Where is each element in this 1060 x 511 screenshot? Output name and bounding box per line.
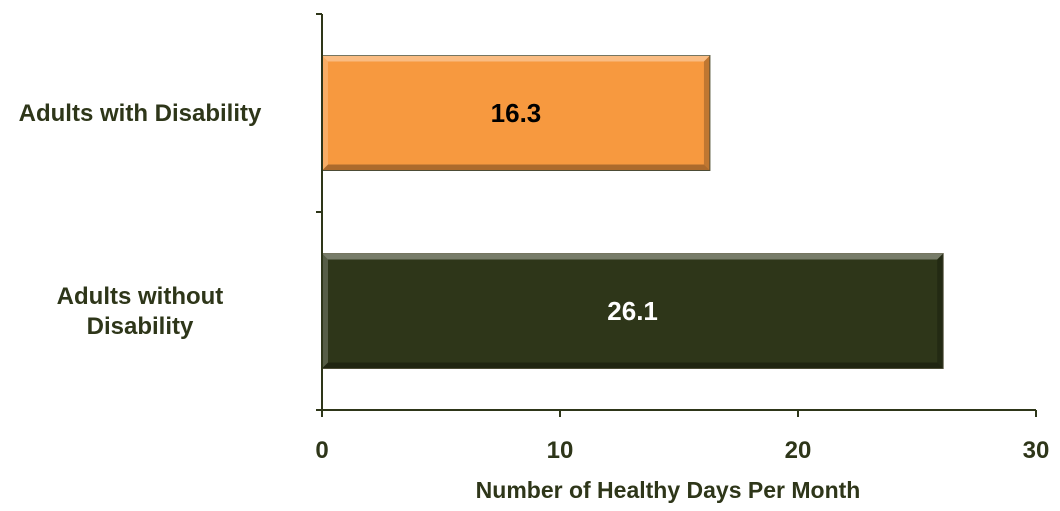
x-tick-label: 30 (1023, 437, 1050, 464)
x-tick-label: 0 (315, 437, 328, 464)
axes: 0 10 20 30 (315, 13, 1050, 464)
bar-bevel-right (937, 253, 944, 369)
bar-bevel-bottom (322, 164, 710, 171)
category-label: Adults without Disability (57, 283, 224, 340)
bar-group (321, 55, 711, 171)
x-axis-title: Number of Healthy Days Per Month (476, 477, 861, 503)
data-label: 16.3 (491, 98, 542, 128)
bar-bevel-top (322, 55, 710, 62)
bars-layer (321, 55, 944, 369)
bar (321, 55, 711, 171)
category-label: Adults with Disability (19, 100, 262, 127)
x-tick-label: 10 (547, 437, 574, 464)
x-tick-label: 20 (785, 437, 812, 464)
bar-bevel-left (322, 253, 328, 369)
labels-layer: 16.3 Adults with Disability 26.1 Adults wit… (19, 98, 658, 340)
bar-bevel-bottom (322, 362, 944, 369)
bar (321, 253, 944, 369)
bar-group (321, 253, 944, 369)
bar-bevel-top (322, 253, 944, 260)
bar-bevel-right (703, 55, 710, 171)
bar-bevel-left (322, 55, 328, 171)
data-label: 26.1 (607, 296, 658, 326)
